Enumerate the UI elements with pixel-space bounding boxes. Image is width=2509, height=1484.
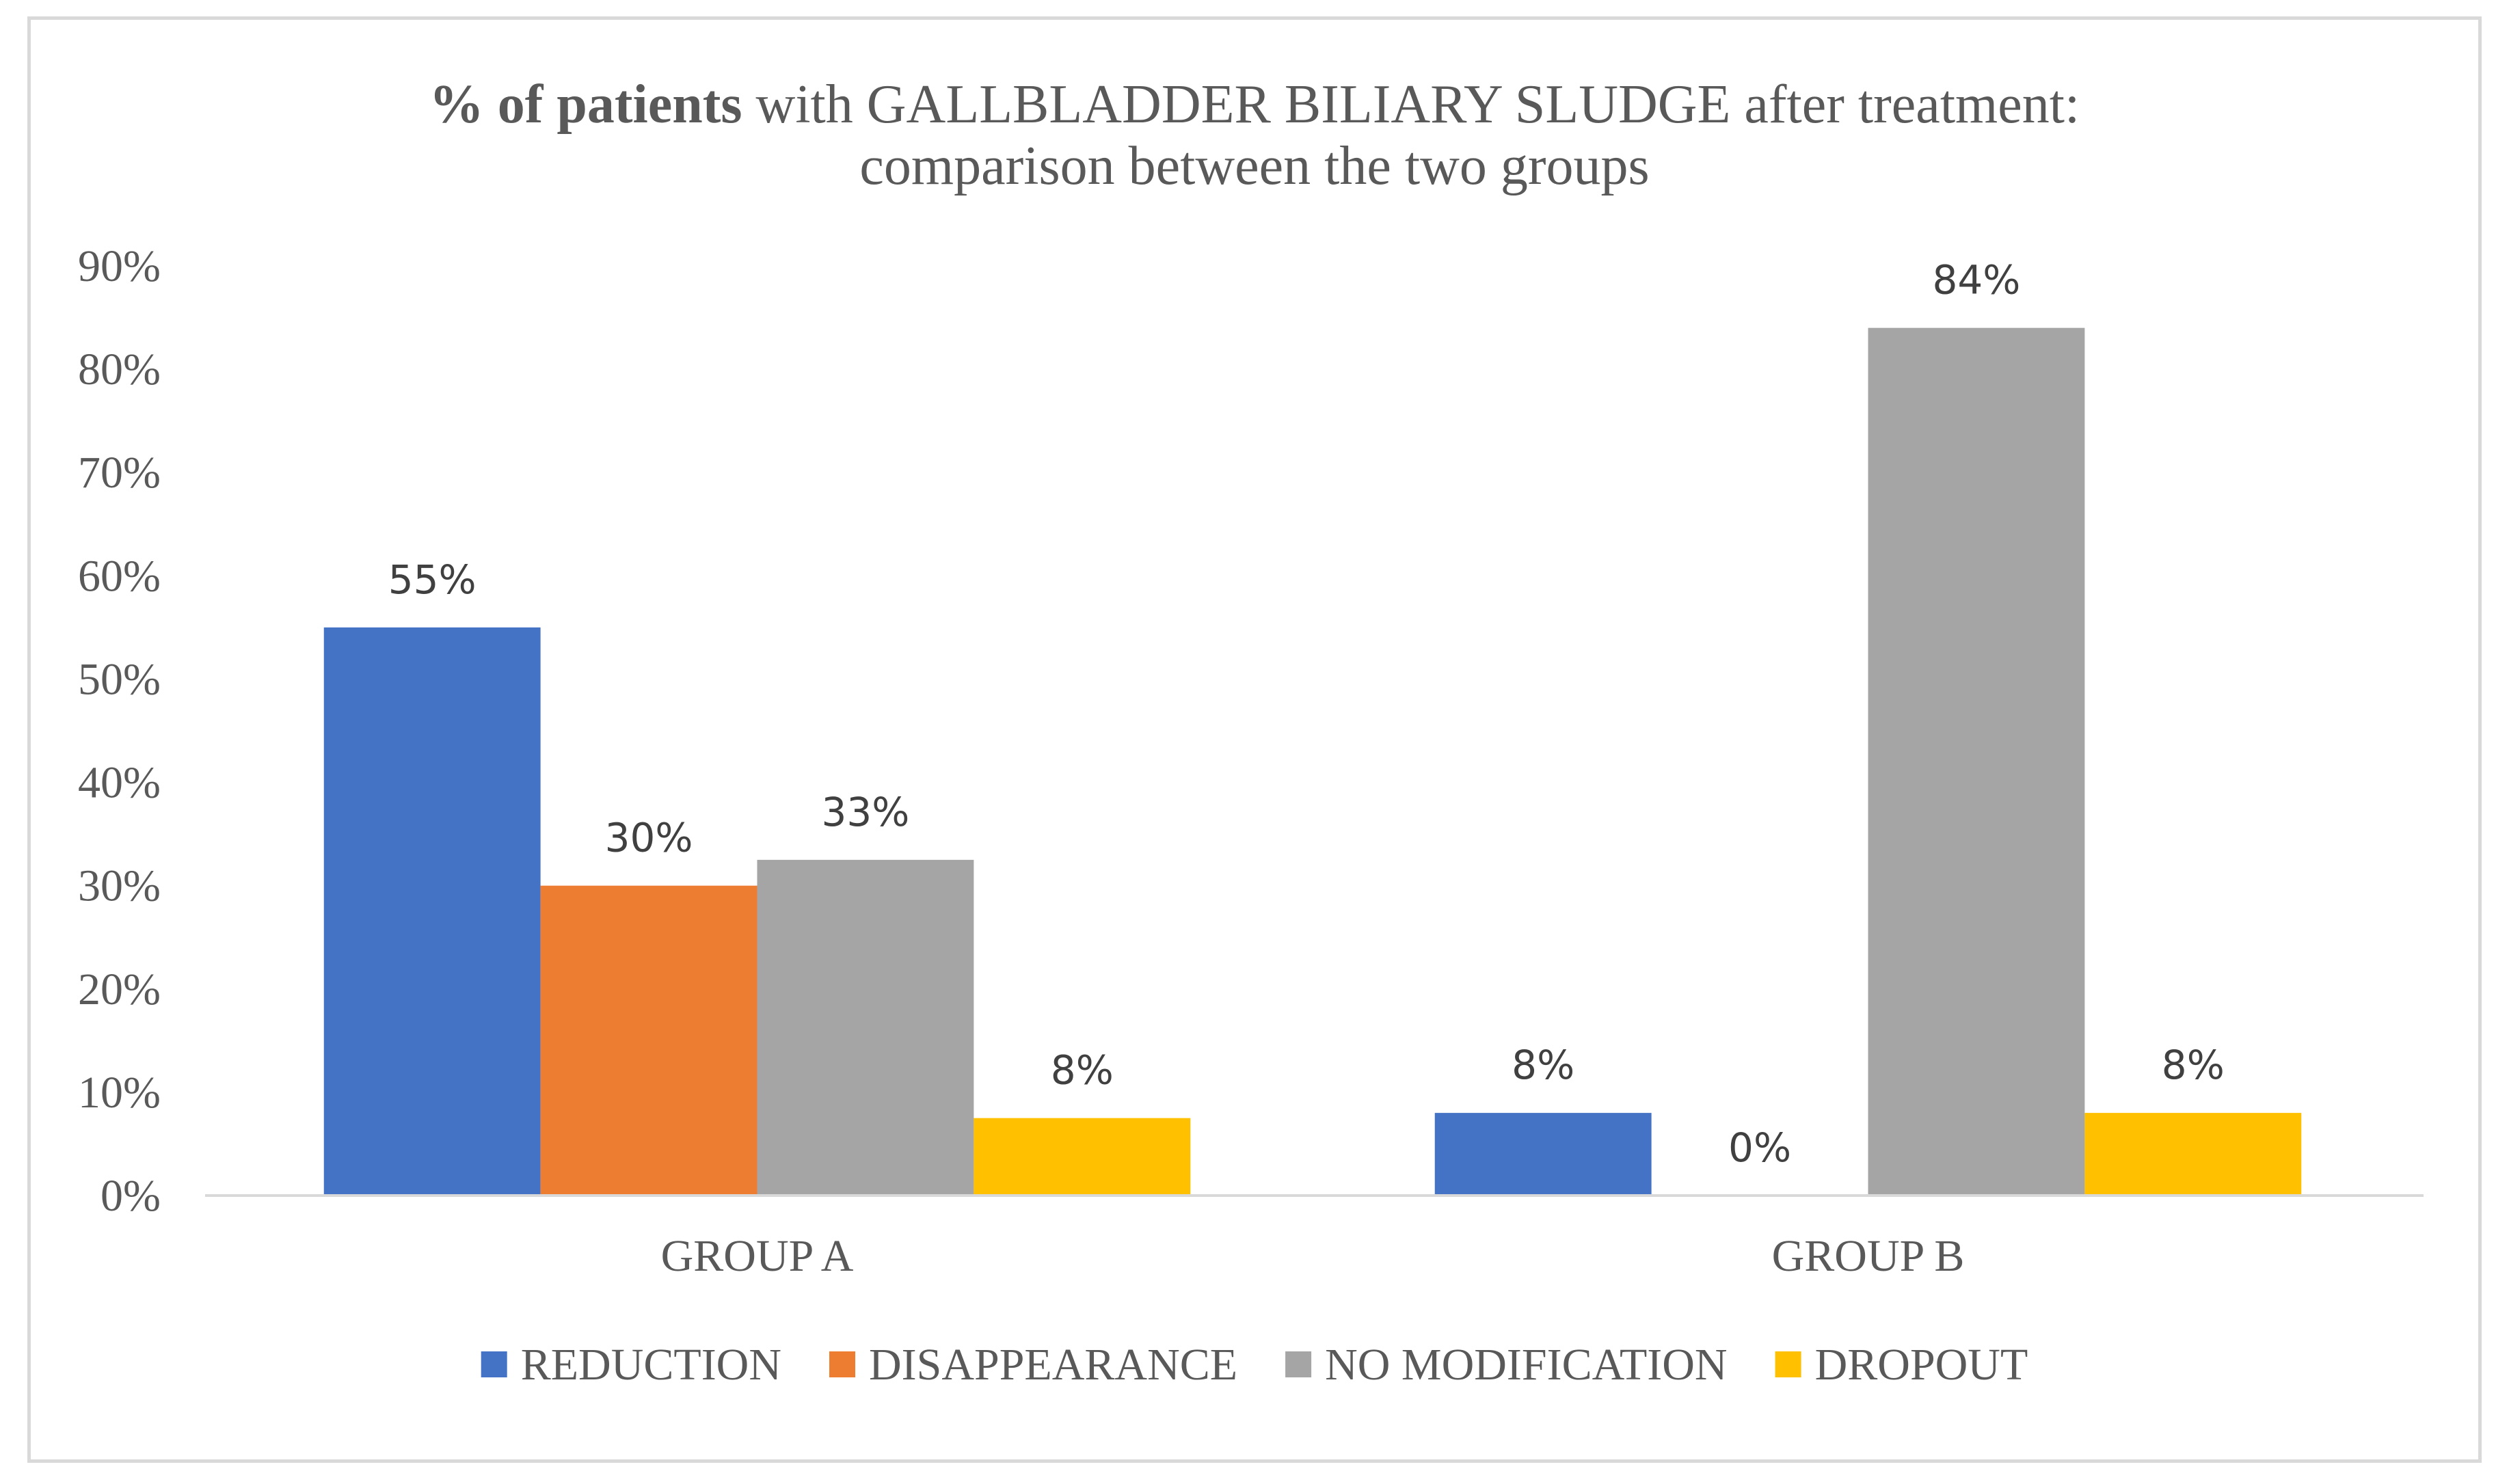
legend-swatch	[1775, 1351, 1801, 1377]
y-tick-label: 20%	[78, 964, 161, 1014]
bar	[1434, 1113, 1652, 1196]
bars	[323, 327, 2302, 1196]
bar	[757, 859, 974, 1196]
bar	[540, 885, 757, 1196]
bar	[323, 627, 541, 1196]
bar	[974, 1118, 1191, 1196]
bar	[1868, 327, 2085, 1196]
legend-label: DISAPPEARANCE	[869, 1340, 1237, 1390]
chart-title-bold: % of patients	[429, 75, 742, 135]
data-label: 0%	[1728, 1124, 1791, 1171]
y-axis: 0% 10% 20% 30% 40% 50% 60% 70% 80% 90%	[78, 241, 161, 1221]
legend-swatch	[481, 1351, 507, 1377]
legend: REDUCTION DISAPPEARANCE NO MODIFICATION DRO…	[481, 1340, 2028, 1390]
y-tick-label: 90%	[78, 241, 161, 291]
bar-chart: % of patients with GALLBLADDER BILIARY S…	[78, 75, 2424, 1390]
y-tick-label: 40%	[78, 758, 161, 808]
y-tick-label: 10%	[78, 1068, 161, 1118]
chart-title-line1: % of patients with GALLBLADDER BILIARY S…	[429, 75, 2080, 135]
legend-label: REDUCTION	[521, 1340, 781, 1390]
y-tick-label: 80%	[78, 345, 161, 394]
data-labels: 55% 30% 33% 8% 8% 0% 84% 8%	[388, 257, 2225, 1171]
data-label: 8%	[2162, 1042, 2225, 1088]
y-tick-label: 50%	[78, 654, 161, 704]
data-label: 30%	[605, 815, 693, 861]
data-label: 55%	[388, 556, 477, 603]
data-label: 33%	[821, 789, 909, 835]
data-label: 8%	[1051, 1047, 1114, 1094]
y-tick-label: 60%	[78, 551, 161, 601]
data-label: 8%	[1512, 1042, 1574, 1088]
legend-swatch	[829, 1351, 856, 1377]
data-label: 84%	[1932, 257, 2020, 303]
y-tick-label: 70%	[78, 448, 161, 498]
legend-label: DROPOUT	[1815, 1340, 2028, 1390]
chart-title-rest: with GALLBLADDER BILIARY SLUDGE after tr…	[742, 75, 2080, 135]
y-tick-label: 0%	[100, 1171, 161, 1221]
chart-frame: % of patients with GALLBLADDER BILIARY S…	[27, 16, 2482, 1463]
legend-swatch	[1285, 1351, 1312, 1377]
legend-label: NO MODIFICATION	[1325, 1340, 1728, 1390]
x-category-label: GROUP B	[1772, 1231, 1965, 1281]
x-category-label: GROUP A	[661, 1231, 854, 1281]
bar	[2084, 1113, 2302, 1196]
x-axis: GROUP A GROUP B	[205, 1194, 2424, 1281]
chart-title-line2: comparison between the two groups	[859, 136, 1649, 196]
y-tick-label: 30%	[78, 861, 161, 911]
